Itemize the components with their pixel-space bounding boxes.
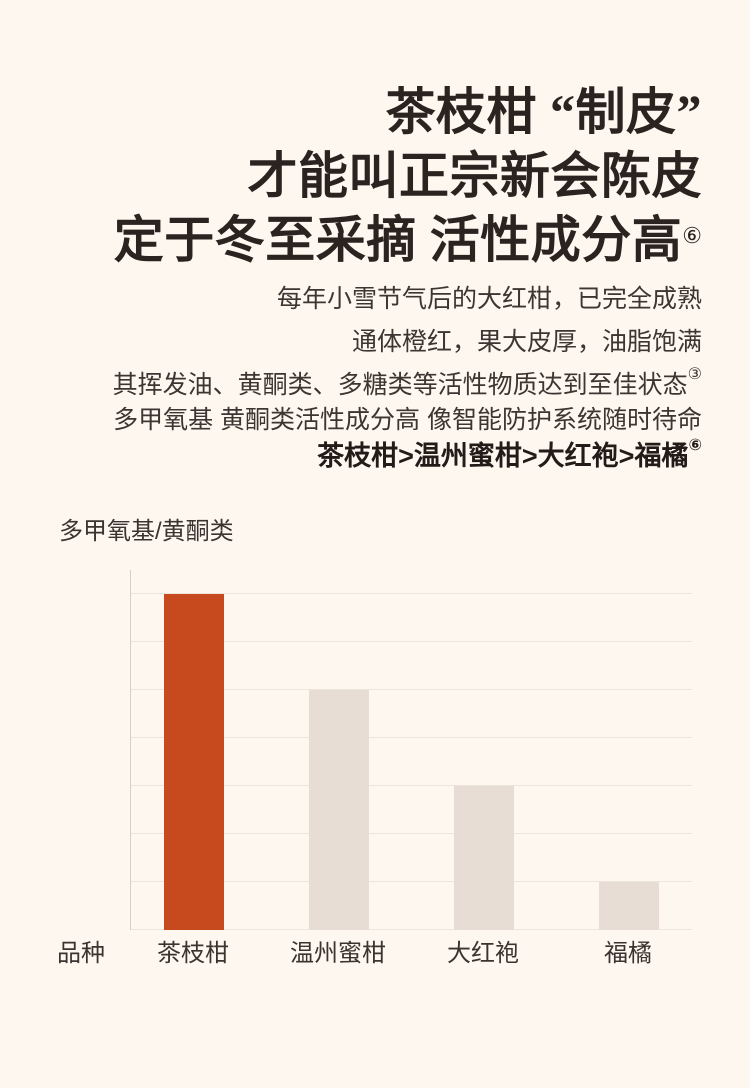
headline-text: 定于冬至采摘 活性成分高 [113,212,683,268]
body-text: 每年小雪节气后的大红柑，已完全成熟 [276,285,702,313]
category-label-温州蜜柑: 温州蜜柑 [290,940,386,967]
gridline [131,689,692,690]
chart-xlabel: 品种 [57,940,105,967]
gridline [131,593,692,594]
x-axis-line [131,929,692,930]
body-copy: 每年小雪节气后的大红柑，已完全成熟 通体橙红，果大皮厚，油脂饱满 其挥发油、黄酮… [0,286,702,487]
headline-line-2: 才能叫正宗新会陈皮 [0,144,702,208]
gridline [131,881,692,882]
category-label-福橘: 福橘 [604,940,652,967]
gridline [131,785,692,786]
body-line-4: 多甲氧基 黄酮类活性成分高 像智能防护系统随时待命 [0,407,702,433]
body-line-2: 通体橙红，果大皮厚，油脂饱满 [0,329,702,355]
body-text: 其挥发油、黄酮类、多糖类等活性物质达到至佳状态 [112,371,688,399]
bar-茶枝柑 [164,594,224,930]
category-label-大红袍: 大红袍 [447,940,519,967]
body-text: 多甲氧基 黄酮类活性成分高 像智能防护系统随时待命 [113,406,702,434]
ranking-line: 茶枝柑>温州蜜柑>大红袍>福橘⑥ [0,437,702,471]
body-line-3: 其挥发油、黄酮类、多糖类等活性物质达到至佳状态③ [0,366,702,399]
chart-plot [130,570,692,930]
category-label-茶枝柑: 茶枝柑 [157,940,229,967]
headline-text: 才能叫正宗新会陈皮 [247,148,702,204]
chart-x-labels: 品种 茶枝柑 温州蜜柑 大红袍 福橘 [0,933,750,967]
bar-温州蜜柑 [309,690,369,930]
headline-line-3: 定于冬至采摘 活性成分高⑥ [0,208,702,272]
bar-大红袍 [454,786,514,930]
headline-superscript: ⑥ [682,223,702,248]
headline: 茶枝柑 “制皮” 才能叫正宗新会陈皮 定于冬至采摘 活性成分高⑥ [0,80,702,272]
gridline [131,737,692,738]
gridline [131,833,692,834]
body-superscript: ③ [687,366,702,383]
chart-title: 多甲氧基/黄酮类 [59,518,234,545]
ranking-superscript: ⑥ [688,437,702,454]
headline-line-1: 茶枝柑 “制皮” [0,80,702,144]
body-text: 通体橙红，果大皮厚，油脂饱满 [351,328,702,356]
bar-福橘 [599,882,659,930]
headline-text: 茶枝柑 “制皮” [385,84,702,140]
ranking-text: 茶枝柑>温州蜜柑>大红袍>福橘 [317,441,689,471]
gridline [131,641,692,642]
body-line-1: 每年小雪节气后的大红柑，已完全成熟 [0,286,702,312]
